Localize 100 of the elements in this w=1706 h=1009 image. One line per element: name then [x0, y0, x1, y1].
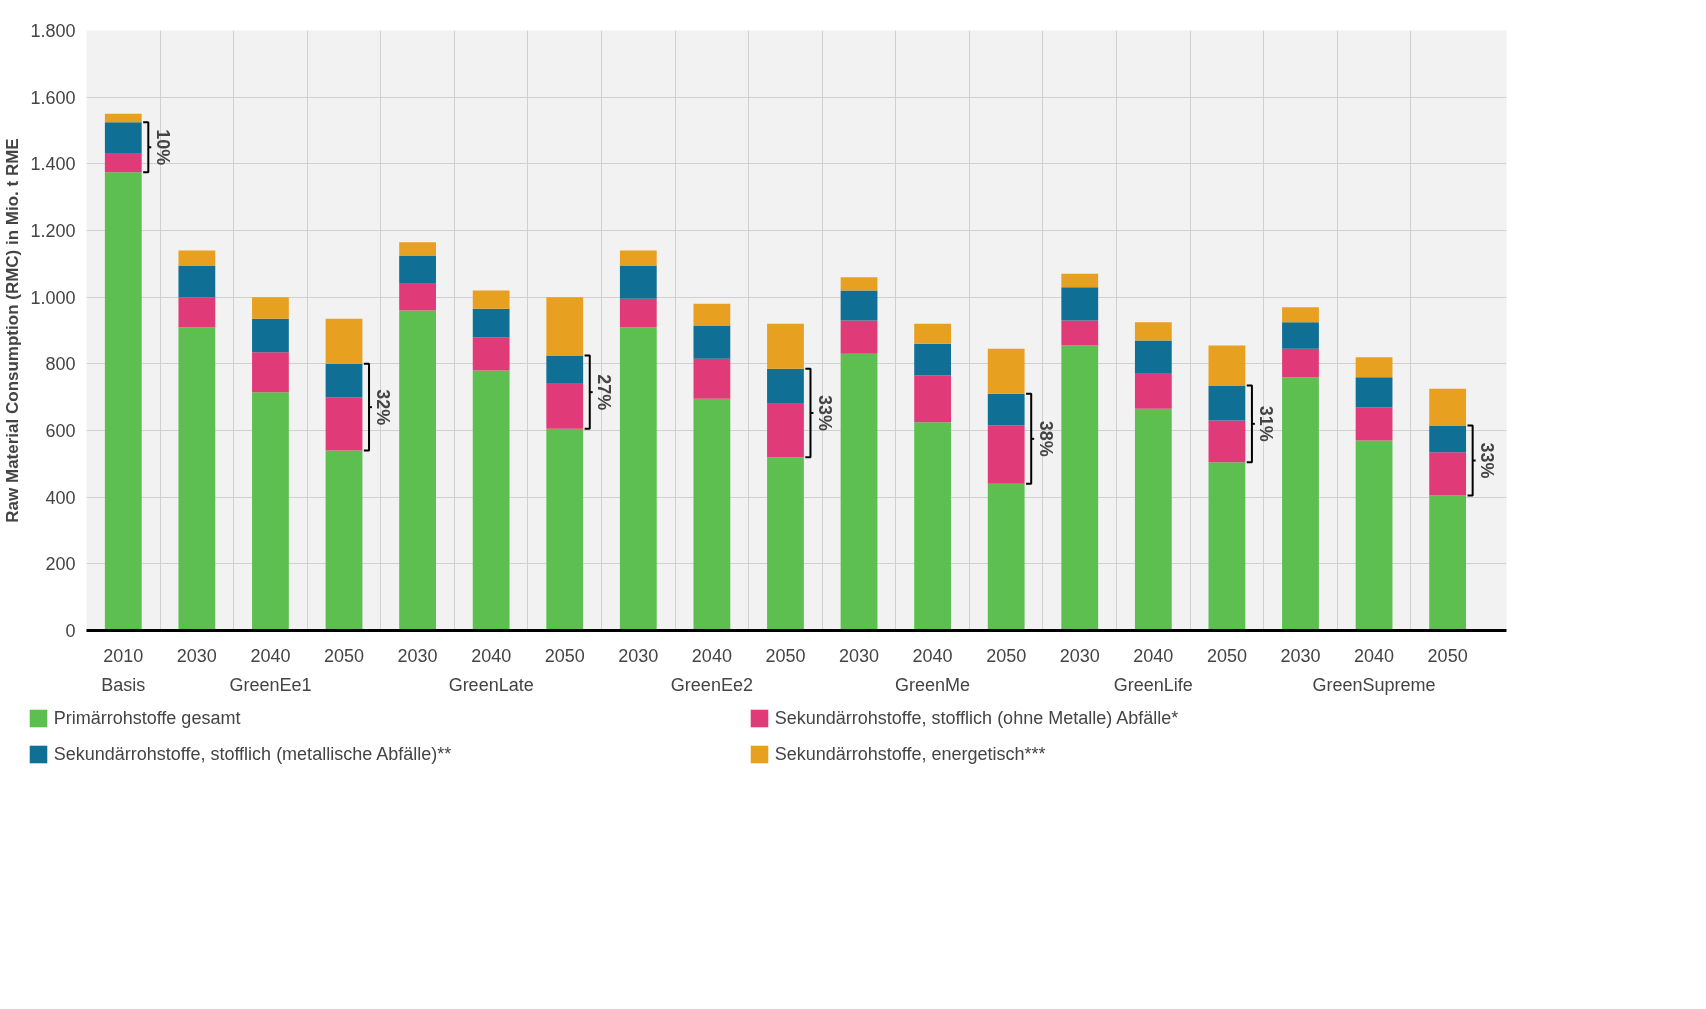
bar: [1282, 322, 1319, 349]
y-tick-label: 1.600: [30, 87, 76, 108]
bar: [1355, 377, 1393, 408]
annotation: 33%: [814, 394, 835, 432]
bar: [619, 298, 657, 328]
annotation: 33%: [1477, 442, 1498, 479]
bar: [1355, 440, 1393, 631]
bar: [399, 255, 436, 284]
bar: [325, 363, 363, 398]
bar: [767, 368, 804, 404]
bar: [767, 457, 804, 631]
bar: [1355, 407, 1393, 441]
text: GreenEe2: [670, 674, 753, 695]
legend-label: Primärrohstoffe gesamt: [53, 707, 242, 729]
bar: [104, 113, 142, 123]
bar: [546, 383, 584, 429]
y-tick-label: 1.400: [30, 154, 76, 175]
x-tick-label: 2030: [839, 645, 880, 666]
bar: [1429, 495, 1467, 631]
x-tick-label: 2050: [1427, 645, 1468, 666]
bar: [399, 242, 436, 256]
bar: [1061, 320, 1099, 346]
x-tick-label: 2050: [323, 645, 365, 666]
x-tick-label: 2030: [397, 645, 438, 666]
bar: [693, 358, 731, 399]
y-tick-label: 1.000: [30, 287, 76, 308]
x-tick-label: 2040: [1133, 645, 1174, 666]
bar: [1282, 307, 1319, 323]
x-tick-label: 2040: [250, 645, 291, 666]
bar: [693, 398, 731, 631]
bar: [914, 422, 952, 631]
bar: [399, 283, 436, 311]
bar: [472, 308, 510, 338]
legend-label: Sekundärrohstoffe, stofflich (ohne Metalle) Abfälle*: [774, 707, 1180, 729]
text: GreenMe: [895, 674, 971, 695]
bar: [472, 337, 510, 371]
bar: [1282, 377, 1319, 631]
bar: [252, 392, 289, 631]
y-tick-label: 800: [45, 354, 76, 375]
y-tick-label: 400: [45, 487, 76, 508]
bar: [546, 355, 584, 384]
text: GreenSupreme: [1312, 674, 1436, 695]
bar: [914, 343, 952, 376]
x-tick-label: 2010: [103, 645, 144, 666]
x-tick-label: 2030: [1280, 645, 1321, 666]
bar: [987, 348, 1025, 394]
annotation: 32%: [373, 389, 394, 426]
bar: [472, 370, 510, 631]
bar: [840, 290, 878, 321]
annotation: 27%: [594, 374, 615, 411]
bar: [840, 320, 878, 354]
bar: [619, 250, 657, 266]
bar: [767, 323, 804, 369]
bar: [1208, 385, 1246, 421]
bar: [914, 375, 952, 423]
bar: [178, 250, 216, 266]
x-tick-label: 2030: [176, 645, 217, 666]
x-tick-label: 2040: [471, 645, 512, 666]
bar: [1134, 340, 1172, 374]
x-tick-label: 2050: [765, 645, 806, 666]
annotation: 10%: [152, 129, 173, 166]
bar: [472, 290, 510, 309]
bar: [252, 352, 289, 393]
bar: [104, 122, 142, 154]
bar: [1429, 452, 1467, 496]
annotation: 38%: [1035, 420, 1056, 457]
bar: [252, 297, 289, 319]
text: GreenEe1: [229, 674, 312, 695]
bar: [104, 153, 142, 173]
bar: [325, 397, 363, 451]
y-tick-label: 600: [45, 421, 76, 441]
x-tick-label: 2050: [544, 645, 585, 666]
bar: [1134, 408, 1172, 631]
bar: [178, 297, 216, 328]
bar: [1429, 388, 1467, 426]
bar: [840, 353, 878, 631]
x-tick-label: 2040: [691, 645, 732, 666]
bar: [1355, 357, 1393, 378]
x-tick-label: 2030: [1059, 645, 1100, 666]
bar: [1134, 373, 1172, 409]
bar: [914, 323, 952, 344]
y-tick-label: 1.200: [30, 221, 76, 241]
bar: [619, 327, 657, 631]
bar: [987, 483, 1025, 631]
legend-label: Sekundärrohstoffe, energetisch***: [774, 743, 1047, 765]
x-tick-label: 2050: [986, 645, 1027, 666]
x-tick-label: 2040: [912, 645, 953, 666]
bar: [840, 277, 878, 291]
x-tick-label: 2050: [1206, 645, 1247, 666]
bar: [693, 303, 731, 326]
bar: [325, 450, 363, 631]
bar: [399, 310, 436, 631]
bar: [546, 428, 584, 631]
bar: [767, 403, 804, 458]
text: GreenLife: [1113, 674, 1193, 695]
annotation: 31%: [1256, 405, 1277, 442]
y-axis-title: Raw Material Consumption (RMC) in Mio. t RME: [3, 138, 23, 523]
bar: [987, 393, 1025, 426]
bar: [1061, 273, 1099, 288]
x-tick-label: 2040: [1354, 645, 1395, 666]
